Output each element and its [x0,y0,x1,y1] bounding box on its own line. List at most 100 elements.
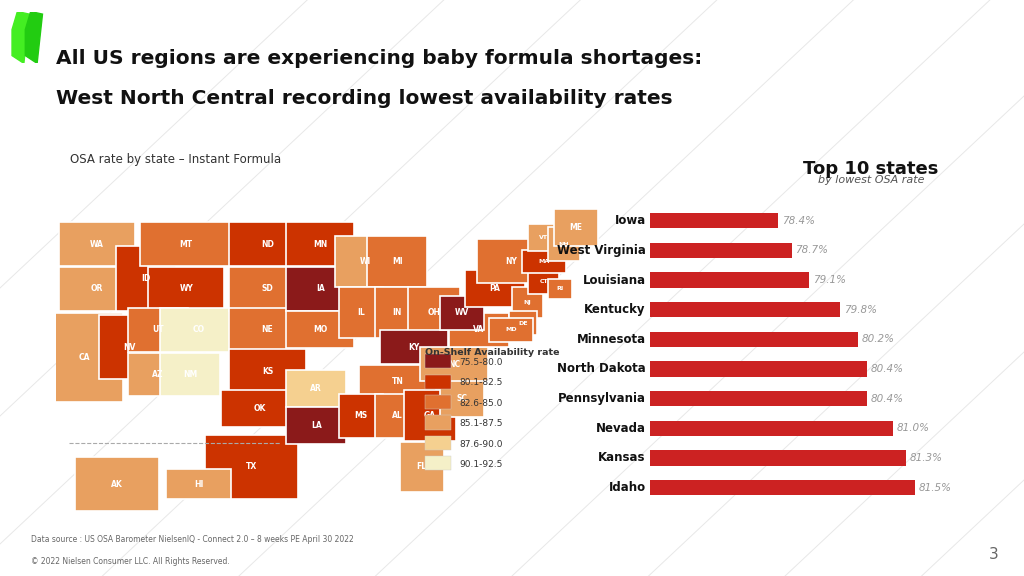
Text: 78.4%: 78.4% [782,216,815,226]
FancyBboxPatch shape [548,279,571,299]
FancyBboxPatch shape [512,287,543,317]
Bar [425,354,452,368]
Text: KS: KS [262,366,273,376]
FancyBboxPatch shape [161,308,237,352]
Text: Data source : US OSA Barometer NielsenIQ - Connect 2.0 – 8 weeks PE April 30 202: Data source : US OSA Barometer NielsenIQ… [31,535,353,544]
Text: MO: MO [313,325,328,335]
FancyBboxPatch shape [128,308,187,352]
Text: IN: IN [393,308,402,317]
Text: IL: IL [357,308,365,317]
Polygon shape [12,12,30,63]
Text: West North Central recording lowest availability rates: West North Central recording lowest avai… [56,89,673,108]
Text: OH: OH [427,308,440,317]
Text: 90.1-92.5: 90.1-92.5 [459,460,503,469]
Text: 81.5%: 81.5% [919,483,951,492]
Text: AK: AK [112,480,123,488]
Text: Louisiana: Louisiana [583,274,646,286]
FancyBboxPatch shape [161,353,220,396]
FancyBboxPatch shape [339,287,383,338]
Bar [0,302,840,317]
Text: AZ: AZ [153,370,164,379]
FancyBboxPatch shape [286,222,354,266]
Text: WI: WI [359,257,371,266]
Bar [425,456,452,471]
FancyBboxPatch shape [116,247,176,310]
Text: NE: NE [261,325,273,335]
Bar [0,420,893,436]
FancyBboxPatch shape [440,296,484,329]
Text: LA: LA [311,422,322,430]
FancyBboxPatch shape [521,250,565,273]
Bar [0,450,906,465]
FancyBboxPatch shape [166,469,230,499]
Bar [0,332,858,347]
Text: WA: WA [90,240,103,249]
FancyBboxPatch shape [140,222,232,266]
Text: North Dakota: North Dakota [557,362,646,376]
FancyBboxPatch shape [221,390,298,427]
Text: SC: SC [457,394,468,403]
FancyBboxPatch shape [548,228,580,261]
FancyBboxPatch shape [99,315,160,379]
Text: MT: MT [179,240,193,249]
FancyBboxPatch shape [339,393,383,438]
Text: Iowa: Iowa [614,214,646,228]
FancyBboxPatch shape [148,267,224,310]
Text: ID: ID [141,274,151,283]
Bar [0,480,915,495]
Bar [0,213,778,229]
FancyBboxPatch shape [376,393,420,438]
Text: 81.3%: 81.3% [910,453,943,463]
FancyBboxPatch shape [440,380,484,417]
Text: RI: RI [556,286,563,291]
FancyBboxPatch shape [527,224,559,251]
FancyBboxPatch shape [286,312,354,348]
FancyBboxPatch shape [359,365,435,398]
Text: AR: AR [310,384,323,393]
Text: MA: MA [538,259,549,264]
Text: CT: CT [540,279,548,285]
FancyBboxPatch shape [335,236,395,287]
Text: NY: NY [505,257,517,266]
Text: CO: CO [193,325,205,335]
FancyBboxPatch shape [527,270,559,294]
FancyBboxPatch shape [489,319,534,342]
FancyBboxPatch shape [399,442,443,492]
FancyBboxPatch shape [465,270,525,307]
Text: All US regions are experiencing baby formula shortages:: All US regions are experiencing baby for… [56,49,702,68]
Text: ME: ME [569,222,583,232]
Text: 80.4%: 80.4% [870,364,903,374]
Text: MN: MN [313,240,328,249]
FancyBboxPatch shape [46,313,123,401]
Text: WV: WV [456,308,470,317]
Text: Minnesota: Minnesota [577,333,646,346]
Text: 85.1-87.5: 85.1-87.5 [459,419,503,429]
Text: 87.6-90.0: 87.6-90.0 [459,440,503,449]
Text: MS: MS [354,411,368,420]
Text: OR: OR [91,285,103,293]
Text: Nevada: Nevada [596,422,646,435]
FancyBboxPatch shape [368,236,427,287]
Text: OK: OK [253,404,265,413]
Text: NJ: NJ [523,300,531,305]
FancyBboxPatch shape [128,353,187,396]
Text: NM: NM [183,370,198,379]
FancyBboxPatch shape [554,209,598,245]
Text: by lowest OSA rate: by lowest OSA rate [818,175,925,185]
Text: AL: AL [392,411,402,420]
FancyBboxPatch shape [380,330,447,364]
Text: TN: TN [391,377,403,386]
Text: ND: ND [261,240,273,249]
Bar [425,436,452,450]
Text: Kentucky: Kentucky [585,303,646,316]
Text: DE: DE [518,321,528,325]
Text: 75.5-80.0: 75.5-80.0 [459,358,503,367]
FancyBboxPatch shape [408,287,460,338]
Text: SD: SD [261,285,273,293]
Text: NC: NC [449,359,461,369]
Text: Pennsylvania: Pennsylvania [558,392,646,405]
FancyBboxPatch shape [229,222,305,266]
Text: NV: NV [123,343,135,351]
FancyBboxPatch shape [58,267,135,310]
Text: CA: CA [79,353,90,362]
